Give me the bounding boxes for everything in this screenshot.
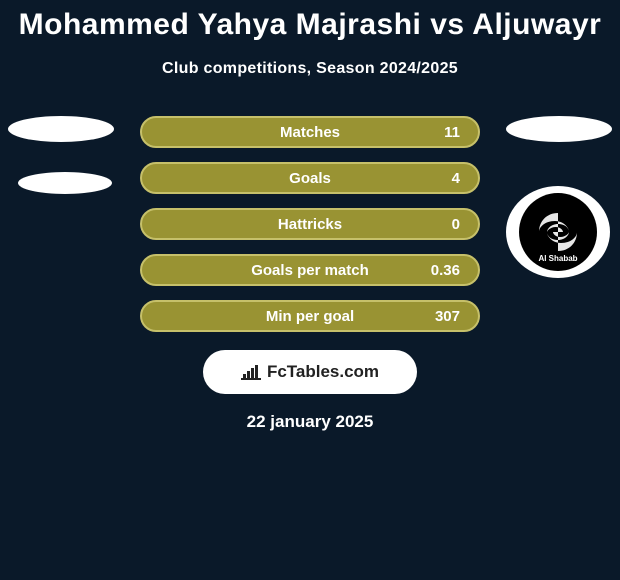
comparison-area: Al Shabab Matches 11 Goals 4 Hattricks 0…: [0, 116, 620, 332]
left-player-column: [8, 116, 114, 224]
stat-label: Hattricks: [278, 216, 342, 233]
club-badge-inner: Al Shabab: [519, 193, 597, 271]
player-placeholder-ellipse: [18, 172, 112, 194]
right-player-column: Al Shabab: [506, 116, 612, 278]
stat-bars: Matches 11 Goals 4 Hattricks 0 Goals per…: [140, 116, 480, 332]
stat-label: Matches: [280, 124, 340, 141]
stat-bar: Min per goal 307: [140, 300, 480, 332]
club-logo-icon: [533, 207, 583, 257]
stat-value: 0.36: [431, 262, 460, 279]
stat-value: 4: [452, 170, 460, 187]
stat-bar: Goals per match 0.36: [140, 254, 480, 286]
subtitle: Club competitions, Season 2024/2025: [0, 60, 620, 78]
stat-label: Min per goal: [266, 308, 354, 325]
stat-label: Goals per match: [251, 262, 369, 279]
stat-bar: Hattricks 0: [140, 208, 480, 240]
comparison-card: Mohammed Yahya Majrashi vs Aljuwayr Club…: [0, 0, 620, 432]
stat-bar: Goals 4: [140, 162, 480, 194]
club-name: Al Shabab: [538, 254, 577, 263]
stat-value: 0: [452, 216, 460, 233]
fctables-logo: FcTables.com: [203, 350, 417, 394]
logo-text: FcTables.com: [267, 362, 379, 382]
page-title: Mohammed Yahya Majrashi vs Aljuwayr: [0, 8, 620, 42]
stat-value: 11: [444, 124, 460, 141]
stat-bar: Matches 11: [140, 116, 480, 148]
player-placeholder-ellipse: [8, 116, 114, 142]
club-badge: Al Shabab: [506, 186, 610, 278]
stat-label: Goals: [289, 170, 331, 187]
stat-value: 307: [435, 308, 460, 325]
player-placeholder-ellipse: [506, 116, 612, 142]
date-text: 22 january 2025: [0, 412, 620, 432]
bar-chart-icon: [241, 364, 261, 380]
